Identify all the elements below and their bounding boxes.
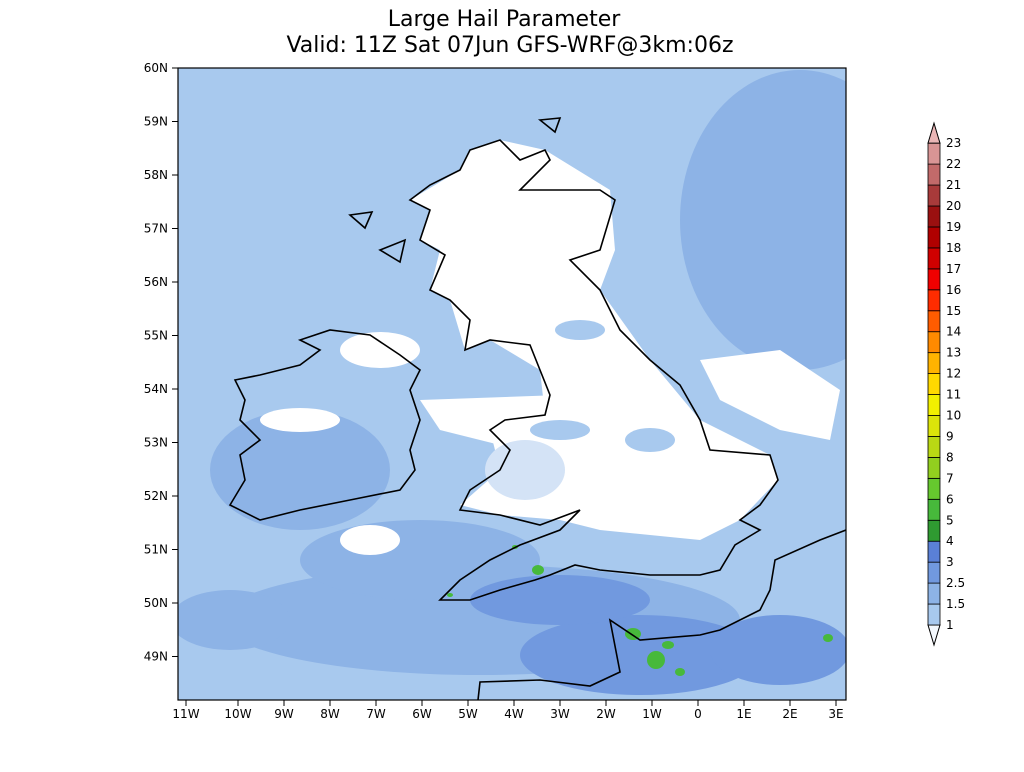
colorbar-box [927,331,941,354]
lat-label: 55N [144,329,168,343]
colorbar-box [927,519,941,542]
colorbar-label: 13 [946,346,961,360]
colorbar-label: 9 [946,429,954,443]
colorbar-label: 21 [946,178,961,192]
colorbar-box [927,163,941,186]
colorbar-label: 15 [946,304,961,318]
colorbar-box [927,561,941,584]
map-field [178,68,846,700]
lon-label: 7W [366,707,386,721]
colorbar-box [927,352,941,374]
colorbar-label: 17 [946,262,961,276]
colorbar-box [927,498,941,521]
axes: 60N 59N 58N 57N 56N 55N 54N 53N 52N 51N 50N 49N 11W 1… [144,61,844,721]
lon-label: 3E [828,707,843,721]
colorbar: 1 1.5 2.5 3 4 5 6 7 8 9 10 11 12 13 14 15 16 17 18 19 20 21 22… [927,121,965,647]
lat-label: 54N [144,382,168,396]
lat-label: 50N [144,596,168,610]
lon-label: 8W [320,707,340,721]
lat-label: 60N [144,61,168,75]
colorbar-end [927,121,941,144]
colorbar-label: 22 [946,157,961,171]
lon-label: 6W [412,707,432,721]
lon-label: 10W [224,707,251,721]
colorbar-label: 1 [946,618,954,632]
lat-label: 59N [144,115,168,129]
colorbar-label: 6 [946,492,954,506]
lon-label: 3W [550,707,570,721]
colorbar-label: 23 [946,136,961,150]
lat-label: 57N [144,222,168,236]
lon-label: 1W [642,707,662,721]
colorbar-label: 5 [946,513,954,527]
title: Large Hail Parameter [388,7,622,32]
coastlines [228,117,846,700]
colorbar-label: 7 [946,471,954,485]
lat-label: 51N [144,543,168,557]
colorbar-label: 12 [946,367,961,381]
colorbar-label: 8 [946,450,954,464]
colorbar-box [927,394,941,416]
colorbar-box [927,373,941,395]
colorbar-box [927,184,941,207]
colorbar-label: 20 [946,199,961,213]
lon-label: 4W [504,707,524,721]
colorbar-label: 16 [946,283,961,297]
colorbar-box [927,247,941,270]
colorbar-box [927,205,941,228]
lon-label: 5W [458,707,478,721]
colorbar-box [927,477,941,500]
colorbar-box [927,268,941,291]
colorbar-box [927,540,941,563]
lon-label: 11W [172,707,199,721]
colorbar-label: 18 [946,241,961,255]
colorbar-box [927,310,941,333]
colorbar-box [927,582,941,605]
colorbar-box [927,226,941,249]
colorbar-box [927,456,941,479]
colorbar-label: 14 [946,325,961,339]
colorbar-label: 3 [946,555,954,569]
map-frame [177,67,847,701]
colorbar-box [927,436,941,458]
colorbar-label: 11 [946,388,961,402]
colorbar-box [927,289,941,312]
colorbar-label: 4 [946,534,954,548]
lon-label: 0 [694,707,702,721]
colorbar-label: 1.5 [946,597,965,611]
lat-label: 56N [144,275,168,289]
colorbar-label: 10 [946,409,961,423]
lat-label: 53N [144,436,168,450]
lon-label: 2W [596,707,616,721]
colorbar-label: 19 [946,220,961,234]
lon-label: 2E [782,707,797,721]
colorbar-label: 2.5 [946,576,965,590]
colorbar-box [927,142,941,165]
lat-label: 52N [144,489,168,503]
colorbar-box [927,415,941,437]
subtitle: Valid: 11Z Sat 07Jun GFS-WRF@3km:06z [286,33,733,58]
lon-label: 1E [736,707,751,721]
lat-label: 58N [144,168,168,182]
colorbar-end [927,624,941,647]
colorbar-box [927,603,941,626]
lon-label: 9W [274,707,294,721]
lat-label: 49N [144,650,168,664]
